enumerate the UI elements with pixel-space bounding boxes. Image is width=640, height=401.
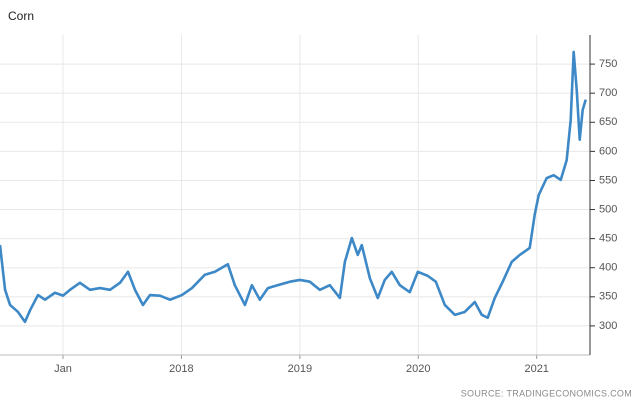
y-tick-label: 550 bbox=[599, 174, 617, 186]
y-tick-label: 350 bbox=[599, 291, 617, 303]
chart-title: Corn bbox=[8, 9, 34, 23]
y-tick-label: 500 bbox=[599, 203, 617, 215]
y-tick-label: 450 bbox=[599, 233, 617, 245]
y-tick-label: 700 bbox=[599, 87, 617, 99]
y-tick-label: 650 bbox=[599, 116, 617, 128]
x-tick-label: 2018 bbox=[169, 363, 193, 375]
x-tick-label: 2021 bbox=[524, 363, 548, 375]
x-tick-label: 2020 bbox=[406, 363, 430, 375]
x-tick-label: 2019 bbox=[288, 363, 312, 375]
y-tick-label: 400 bbox=[599, 262, 617, 274]
y-tick-label: 750 bbox=[599, 58, 617, 70]
x-tick-label: Jan bbox=[54, 363, 72, 375]
source-note: SOURCE: TRADINGECONOMICS.COM bbox=[461, 388, 632, 398]
y-tick-label: 600 bbox=[599, 145, 617, 157]
y-tick-label: 300 bbox=[599, 320, 617, 332]
data-line bbox=[0, 50, 587, 324]
